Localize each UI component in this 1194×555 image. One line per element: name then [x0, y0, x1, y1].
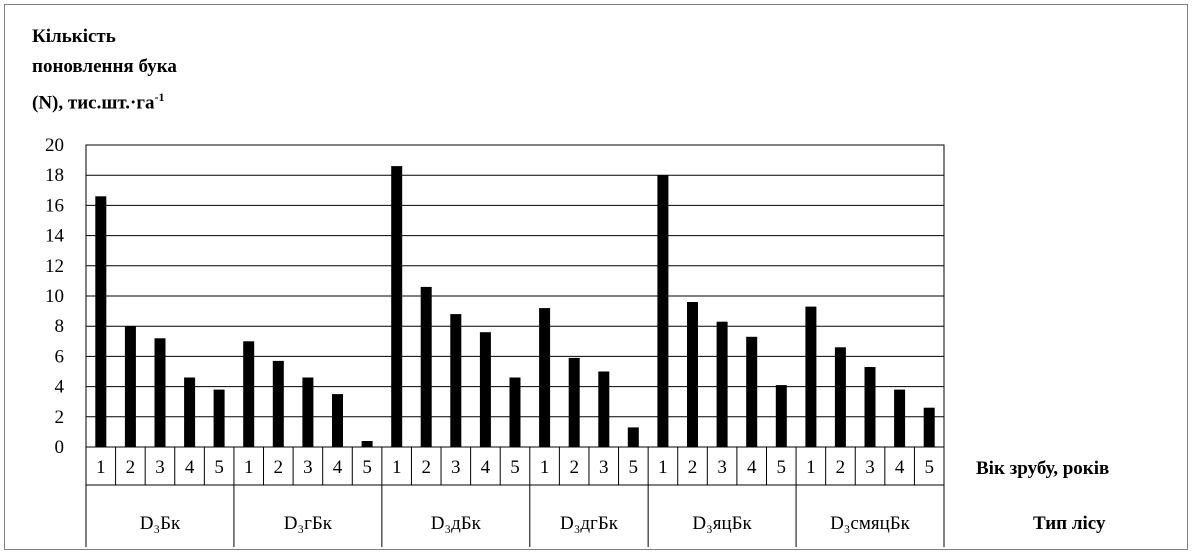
- bar: [184, 377, 196, 447]
- group-label: D₃гБк: [284, 513, 333, 534]
- group-label: D₃Бк: [140, 513, 181, 534]
- x-tick-label: 5: [629, 457, 639, 478]
- x-tick-label: 1: [96, 457, 106, 478]
- y-tick-label: 16: [45, 195, 64, 216]
- group-label: D₃дгБк: [560, 513, 619, 534]
- bar: [302, 377, 314, 447]
- y-tick-label: 10: [45, 286, 64, 307]
- y-axis-title-line-2: поновлення бука: [32, 56, 177, 77]
- x-tick-label: 2: [569, 457, 579, 478]
- bar: [243, 341, 255, 447]
- bar: [332, 394, 343, 447]
- y-tick-label: 8: [55, 316, 65, 337]
- group-label: D₃смяцБк: [830, 513, 911, 534]
- y-axis-title-units: (N), тис.шт.·га: [32, 92, 155, 114]
- x-tick-label: 4: [747, 457, 757, 478]
- x-tick-label: 4: [895, 457, 905, 478]
- y-tick-label: 2: [55, 407, 65, 428]
- bar: [154, 338, 166, 447]
- y-tick-label: 18: [45, 165, 64, 186]
- x-tick-label: 4: [185, 457, 195, 478]
- bar: [627, 427, 639, 447]
- x-tick-label: 3: [303, 457, 313, 478]
- x-tick-label: 2: [688, 457, 698, 478]
- y-axis-title: Кількість поновлення бука (N), тис.шт.·г…: [32, 22, 177, 118]
- x-tick-label: 3: [717, 457, 727, 478]
- bar: [657, 175, 669, 447]
- bar: [450, 314, 462, 447]
- x-tick-label: 3: [599, 457, 609, 478]
- bar: [746, 336, 758, 447]
- x-tick-label: 2: [836, 457, 846, 478]
- bar: [95, 196, 107, 447]
- x-row2-label: Тип лісу: [1033, 513, 1106, 534]
- y-tick-label: 12: [45, 256, 64, 277]
- bar: [479, 332, 491, 447]
- bar: [923, 407, 935, 447]
- bar: [894, 389, 906, 447]
- x-tick-label: 4: [333, 457, 343, 478]
- bar: [509, 377, 521, 447]
- x-tick-label: 3: [865, 457, 875, 478]
- x-row1-label: Вік зрубу, років: [976, 458, 1110, 479]
- x-tick-label: 4: [481, 457, 491, 478]
- group-label: D₃дБк: [431, 513, 482, 534]
- bar: [687, 302, 698, 447]
- x-tick-label: 2: [274, 457, 284, 478]
- x-tick-label: 5: [510, 457, 520, 478]
- bar: [391, 166, 403, 447]
- x-tick-label: 5: [214, 457, 224, 478]
- x-tick-label: 1: [658, 457, 668, 478]
- bar: [213, 389, 225, 447]
- x-tick-label: 3: [451, 457, 461, 478]
- bar: [124, 326, 136, 447]
- y-tick-label: 14: [45, 226, 65, 247]
- y-tick-label: 0: [55, 437, 65, 458]
- bar: [361, 441, 373, 447]
- x-tick-label: 3: [155, 457, 165, 478]
- y-axis-title-line-1: Кількість: [32, 26, 116, 47]
- x-tick-label: 1: [540, 457, 550, 478]
- bar: [775, 385, 787, 447]
- bar: [834, 347, 846, 447]
- bar: [716, 321, 728, 447]
- x-tick-label: 2: [421, 457, 431, 478]
- x-tick-label: 5: [924, 457, 934, 478]
- bar: [568, 357, 580, 447]
- y-tick-label: 6: [55, 346, 65, 367]
- y-tick-label: 20: [45, 135, 64, 156]
- bar: [598, 371, 610, 447]
- bar: [805, 306, 817, 447]
- bar: [864, 367, 876, 447]
- bar: [539, 308, 551, 447]
- chart-frame: [4, 4, 1188, 550]
- y-axis-title-exponent: -1: [154, 90, 165, 104]
- x-tick-label: 2: [126, 457, 136, 478]
- x-tick-label: 5: [362, 457, 372, 478]
- bar: [272, 360, 284, 447]
- x-tick-label: 1: [244, 457, 254, 478]
- x-tick-label: 1: [392, 457, 402, 478]
- x-tick-label: 1: [806, 457, 816, 478]
- group-label: D₃яцБк: [692, 513, 752, 534]
- bar: [420, 286, 432, 447]
- y-tick-label: 4: [55, 377, 65, 398]
- y-axis-title-line-3: (N), тис.шт.·га-1: [32, 82, 177, 118]
- x-tick-label: 5: [777, 457, 787, 478]
